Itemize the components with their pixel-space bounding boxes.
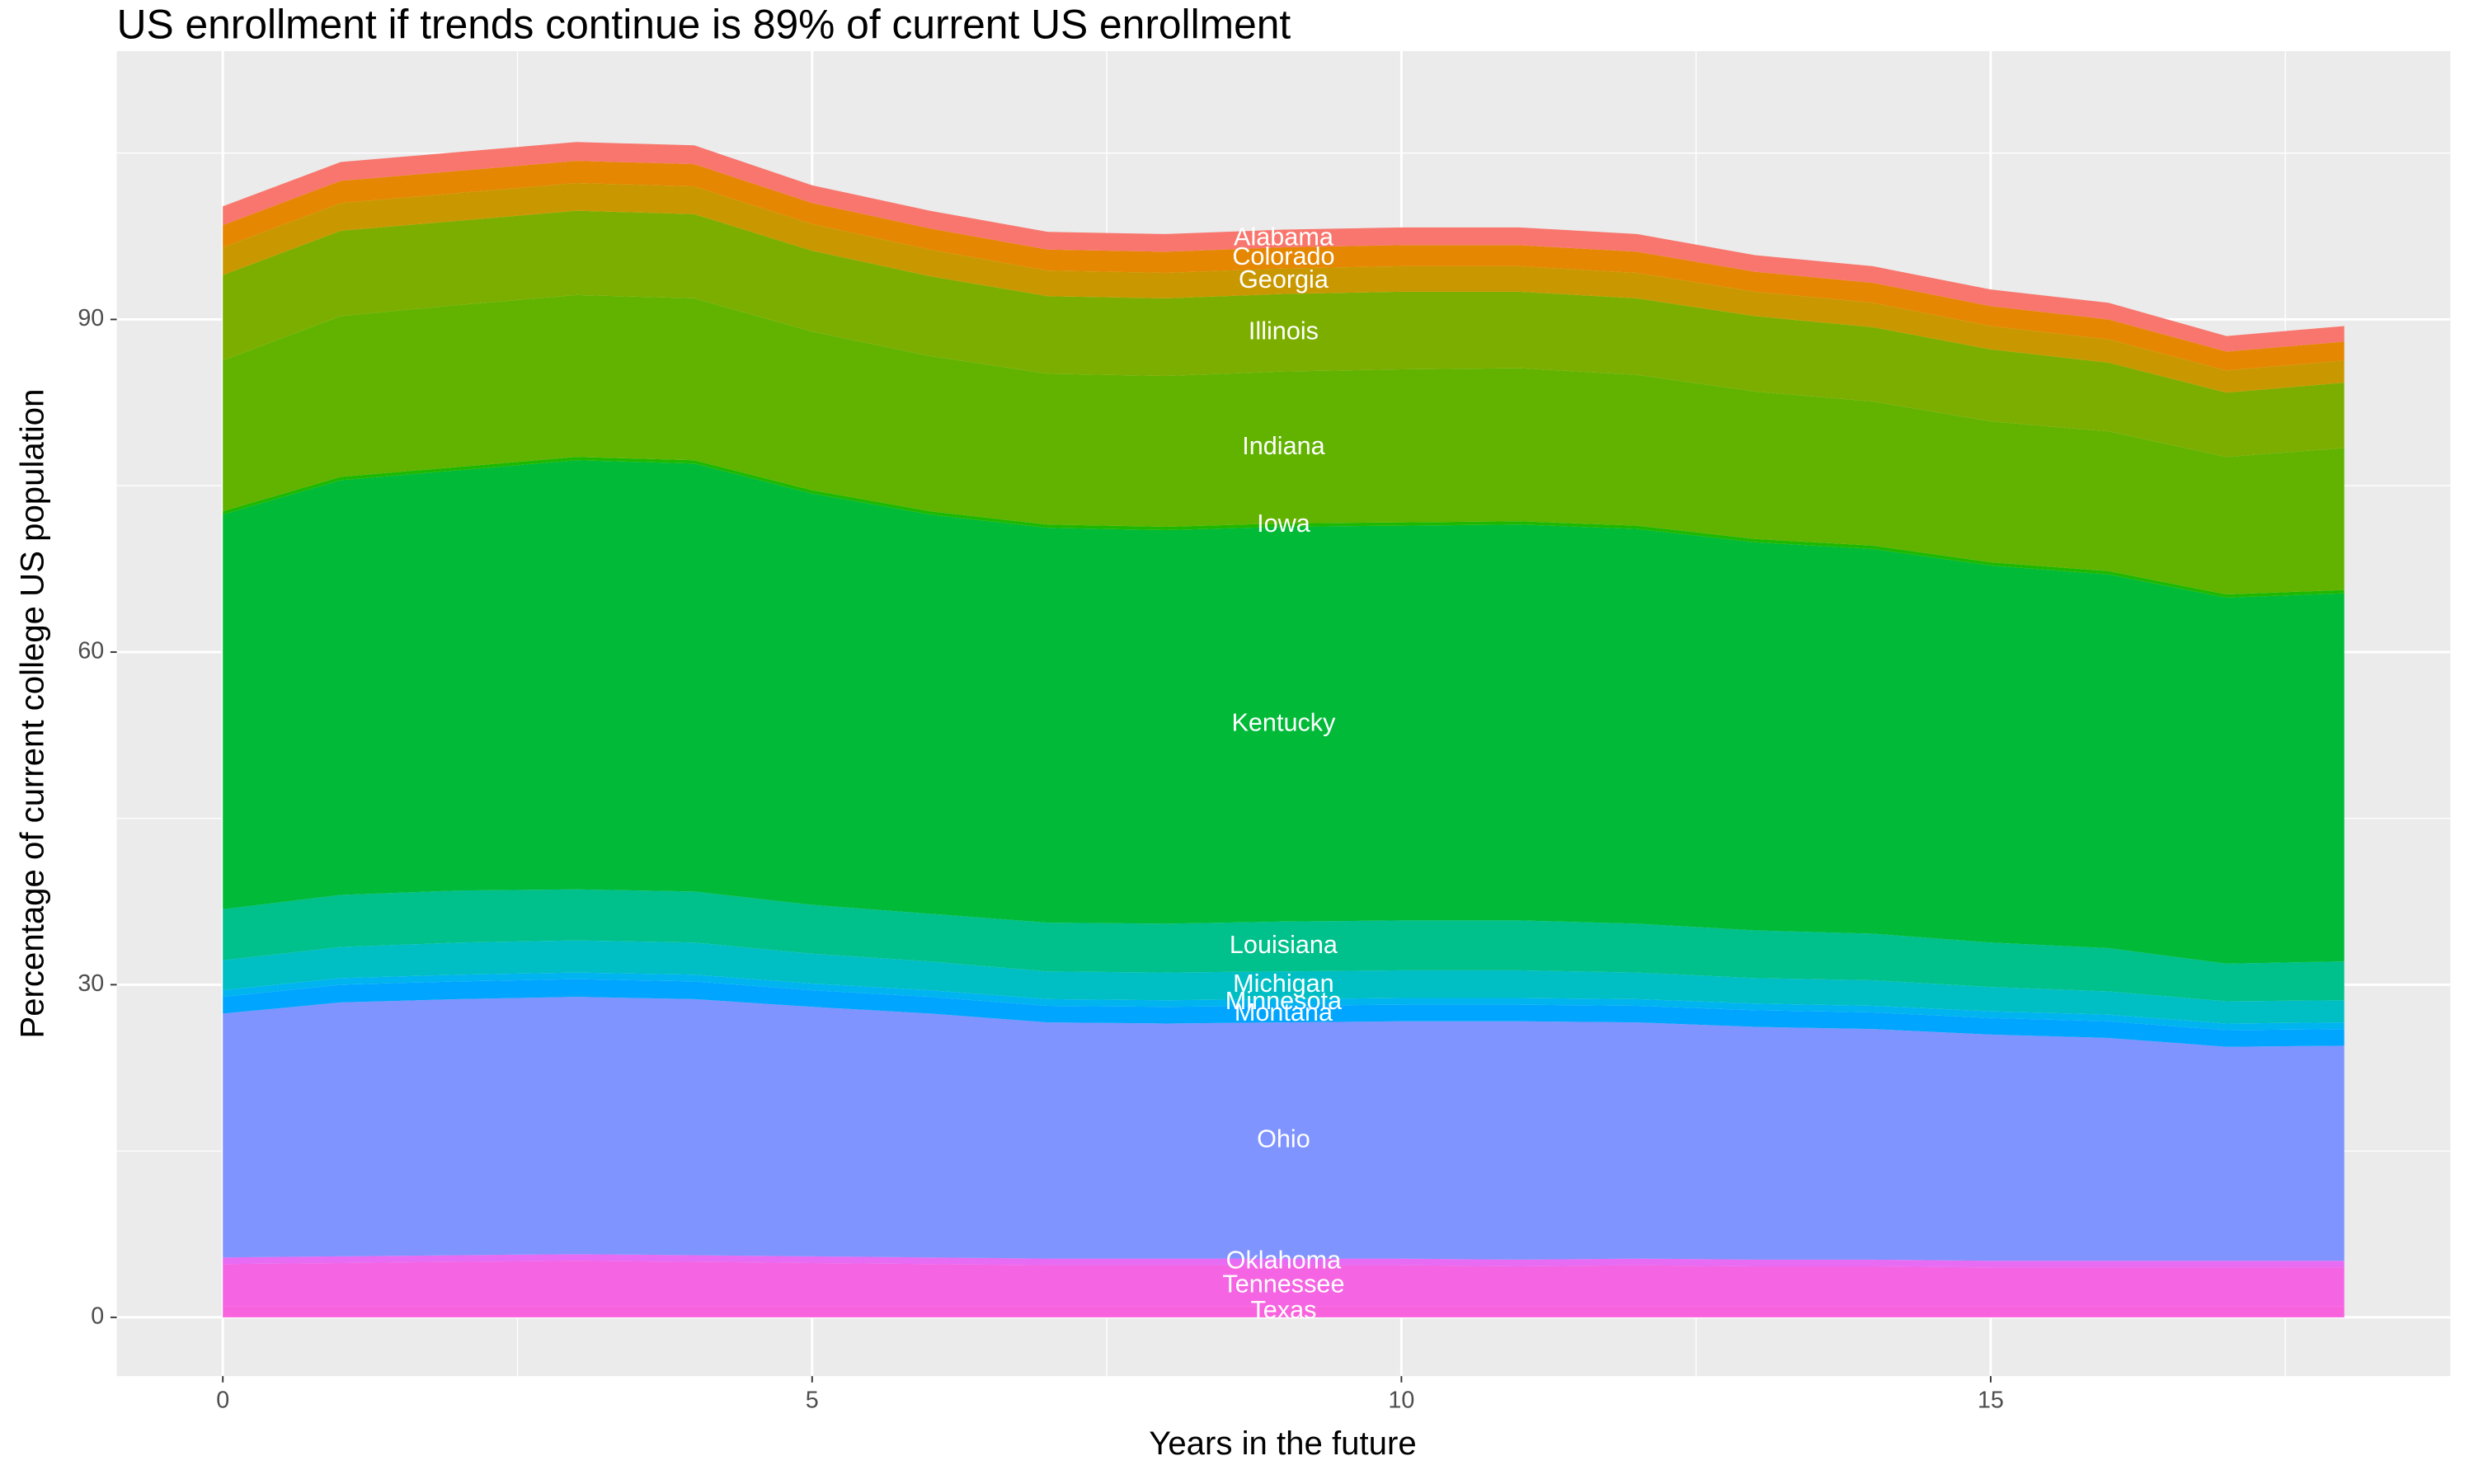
- series-label: Montana: [1235, 998, 1333, 1026]
- chart-title: US enrollment if trends continue is 89% …: [117, 2, 1291, 48]
- series-label: Colorado: [1232, 242, 1334, 270]
- area: [223, 1306, 2345, 1317]
- area: [223, 183, 2345, 393]
- area: [223, 1254, 2345, 1268]
- series-label: Minnesota: [1225, 987, 1343, 1015]
- y-axis-title: Percentage of current college US populat…: [14, 389, 51, 1039]
- x-tick-label: 5: [806, 1387, 819, 1413]
- series-label: Oklahoma: [1226, 1247, 1342, 1275]
- series-label: Texas: [1250, 1296, 1316, 1324]
- series-label: Indiana: [1242, 432, 1325, 460]
- area: [223, 940, 2345, 1024]
- series-label: Michigan: [1233, 970, 1334, 998]
- series-label: Iowa: [1257, 510, 1311, 538]
- series-label: Georgia: [1239, 265, 1329, 294]
- area: [223, 294, 2345, 594]
- x-tick-label: 10: [1388, 1387, 1414, 1413]
- area: [223, 457, 2345, 599]
- y-tick-label: 90: [78, 305, 104, 331]
- series-label: Louisiana: [1230, 931, 1338, 959]
- area: [223, 142, 2345, 352]
- series-label: Kentucky: [1231, 708, 1336, 736]
- y-tick-label: 30: [78, 970, 104, 997]
- area: [223, 1261, 2345, 1307]
- x-axis-title: Years in the future: [1149, 1425, 1416, 1462]
- x-tick-label: 0: [216, 1387, 229, 1413]
- area: [223, 161, 2345, 371]
- series-label: Alabama: [1234, 223, 1334, 251]
- y-tick-label: 0: [91, 1303, 104, 1329]
- area: [223, 460, 2345, 964]
- area: [223, 889, 2345, 1002]
- area: [223, 210, 2345, 458]
- series-label: Ohio: [1257, 1125, 1310, 1153]
- area: [223, 997, 2345, 1261]
- x-tick-label: 15: [1978, 1387, 2004, 1413]
- y-tick-label: 60: [78, 637, 104, 664]
- series-label: Illinois: [1249, 317, 1319, 345]
- area: [223, 972, 2345, 1031]
- areas: [223, 142, 2345, 1317]
- area: [223, 979, 2345, 1047]
- series-label: Tennessee: [1222, 1270, 1344, 1298]
